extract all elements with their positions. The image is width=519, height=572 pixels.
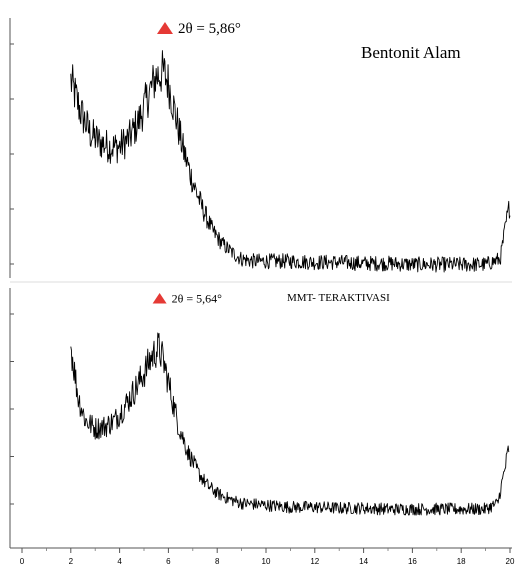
bottom-peak-triangle-icon [152,293,167,304]
bentonit-alam-pattern [70,50,511,273]
x-tick-label-0: 0 [20,557,25,566]
x-axis-ticks: 0 2 4 6 8 10 12 14 16 18 20 [20,548,515,566]
x-tick-label-10: 10 [262,557,271,566]
top-panel-title: Bentonit Alam [361,43,461,62]
x-tick-label-6: 6 [166,557,171,566]
x-tick-label-4: 4 [117,557,122,566]
x-tick-label-16: 16 [408,557,417,566]
x-tick-label-2: 2 [69,557,74,566]
top-peak-label: 2θ = 5,86° [178,21,241,37]
mmt-teraktivasi-pattern [70,332,510,516]
top-peak-triangle-icon [156,22,173,34]
top-panel-y-ticks [10,43,14,265]
x-tick-label-14: 14 [359,557,368,566]
x-tick-label-18: 18 [457,557,466,566]
bottom-panel-y-ticks [10,313,14,505]
x-tick-label-8: 8 [215,557,220,566]
bottom-panel-title: MMT- TERAKTIVASI [287,292,390,304]
x-tick-label-12: 12 [310,557,319,566]
bottom-peak-label: 2θ = 5,64° [172,292,223,306]
x-tick-label-20: 20 [506,557,515,566]
